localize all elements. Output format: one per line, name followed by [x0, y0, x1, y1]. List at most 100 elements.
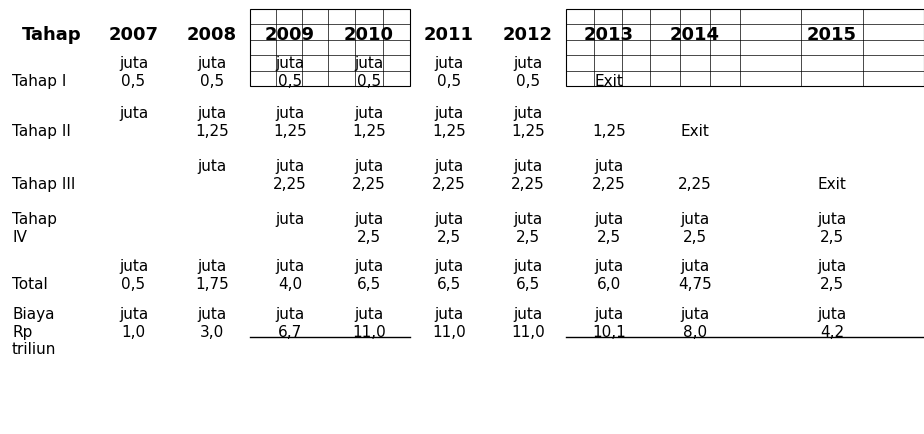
Text: Exit: Exit	[594, 74, 624, 89]
Text: 2,25: 2,25	[592, 177, 626, 192]
Text: 2007: 2007	[108, 26, 159, 44]
Text: juta: juta	[680, 212, 710, 227]
Text: juta: juta	[818, 259, 846, 274]
Text: juta: juta	[680, 307, 710, 322]
Text: juta: juta	[198, 307, 226, 322]
Text: juta: juta	[119, 106, 148, 121]
Text: juta: juta	[119, 259, 148, 274]
Text: juta: juta	[514, 159, 542, 174]
Text: 2015: 2015	[807, 26, 857, 44]
Text: 2,5: 2,5	[820, 277, 844, 292]
Text: juta: juta	[818, 212, 846, 227]
Text: 11,0: 11,0	[432, 325, 466, 340]
Text: juta: juta	[198, 106, 226, 121]
Text: 2014: 2014	[670, 26, 720, 44]
Text: juta: juta	[198, 159, 226, 174]
Text: 0,5: 0,5	[437, 74, 461, 89]
Text: IV: IV	[12, 230, 27, 245]
Text: Biaya: Biaya	[12, 307, 55, 322]
Text: 2,25: 2,25	[511, 177, 545, 192]
Text: juta: juta	[680, 259, 710, 274]
Text: juta: juta	[434, 212, 464, 227]
Text: 10,1: 10,1	[592, 325, 626, 340]
Text: juta: juta	[198, 56, 226, 71]
Text: 2,25: 2,25	[274, 177, 307, 192]
Text: Rp
triliun: Rp triliun	[12, 325, 56, 358]
Text: juta: juta	[355, 307, 383, 322]
Text: juta: juta	[275, 259, 305, 274]
Text: 1,0: 1,0	[121, 325, 146, 340]
Text: 1,75: 1,75	[195, 277, 229, 292]
Text: 0,5: 0,5	[278, 74, 302, 89]
Text: 2,25: 2,25	[432, 177, 466, 192]
Text: juta: juta	[275, 212, 305, 227]
Text: 1,25: 1,25	[592, 124, 626, 139]
Text: 2010: 2010	[344, 26, 394, 44]
Text: Exit: Exit	[818, 177, 846, 192]
Text: Tahap: Tahap	[21, 26, 81, 44]
Text: juta: juta	[275, 56, 305, 71]
Text: juta: juta	[355, 259, 383, 274]
Text: 0,5: 0,5	[121, 277, 146, 292]
Text: 11,0: 11,0	[511, 325, 545, 340]
Text: 2,5: 2,5	[437, 230, 461, 245]
Text: 6,5: 6,5	[357, 277, 381, 292]
Text: 2011: 2011	[424, 26, 474, 44]
Text: 0,5: 0,5	[357, 74, 381, 89]
Text: juta: juta	[594, 307, 624, 322]
Text: juta: juta	[594, 159, 624, 174]
Text: 4,2: 4,2	[820, 325, 844, 340]
Text: 2013: 2013	[584, 26, 634, 44]
Bar	[250, 9, 410, 86]
Text: juta: juta	[355, 56, 383, 71]
Text: 2,5: 2,5	[357, 230, 381, 245]
Text: 6,0: 6,0	[597, 277, 621, 292]
Text: 2,5: 2,5	[516, 230, 540, 245]
Text: juta: juta	[514, 307, 542, 322]
Text: 2012: 2012	[503, 26, 553, 44]
Text: 6,7: 6,7	[278, 325, 302, 340]
Text: 2,5: 2,5	[597, 230, 621, 245]
Text: juta: juta	[434, 56, 464, 71]
Text: juta: juta	[594, 212, 624, 227]
Text: 2009: 2009	[265, 26, 315, 44]
Text: 2,25: 2,25	[352, 177, 386, 192]
Text: juta: juta	[119, 56, 148, 71]
Text: Total: Total	[12, 277, 48, 292]
Text: 8,0: 8,0	[683, 325, 707, 340]
Text: juta: juta	[434, 106, 464, 121]
Text: juta: juta	[119, 307, 148, 322]
Text: 6,5: 6,5	[437, 277, 461, 292]
Text: 2,5: 2,5	[820, 230, 844, 245]
Text: juta: juta	[594, 259, 624, 274]
Text: 2008: 2008	[187, 26, 237, 44]
Text: 4,0: 4,0	[278, 277, 302, 292]
Text: 11,0: 11,0	[352, 325, 386, 340]
Text: Tahap: Tahap	[12, 212, 57, 227]
Text: Tahap II: Tahap II	[12, 124, 71, 139]
Text: Tahap I: Tahap I	[12, 74, 67, 89]
Text: juta: juta	[275, 106, 305, 121]
Text: juta: juta	[514, 259, 542, 274]
Text: 0,5: 0,5	[121, 74, 146, 89]
Text: juta: juta	[434, 159, 464, 174]
Text: juta: juta	[355, 106, 383, 121]
Bar	[566, 9, 924, 86]
Text: juta: juta	[434, 307, 464, 322]
Text: 2,25: 2,25	[678, 177, 711, 192]
Text: 1,25: 1,25	[352, 124, 386, 139]
Text: juta: juta	[514, 56, 542, 71]
Text: Exit: Exit	[681, 124, 710, 139]
Text: 1,25: 1,25	[511, 124, 545, 139]
Text: 0,5: 0,5	[200, 74, 224, 89]
Text: 4,75: 4,75	[678, 277, 711, 292]
Text: 1,25: 1,25	[432, 124, 466, 139]
Text: juta: juta	[275, 159, 305, 174]
Text: juta: juta	[514, 212, 542, 227]
Text: juta: juta	[355, 159, 383, 174]
Text: 0,5: 0,5	[516, 74, 540, 89]
Text: juta: juta	[514, 106, 542, 121]
Text: juta: juta	[355, 212, 383, 227]
Text: juta: juta	[275, 307, 305, 322]
Text: 2,5: 2,5	[683, 230, 707, 245]
